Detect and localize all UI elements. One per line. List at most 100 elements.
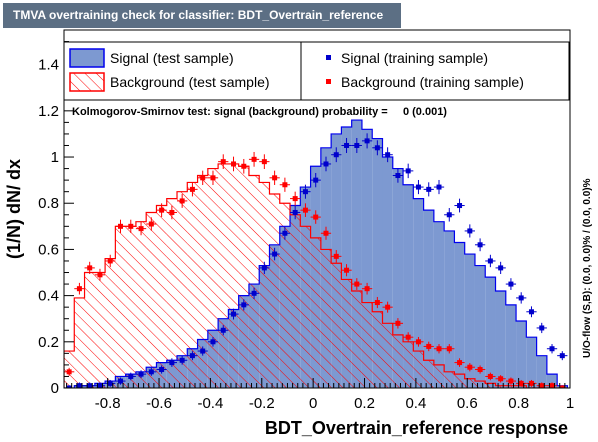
background-train-marker (135, 222, 147, 236)
background-test-bar (351, 290, 362, 388)
signal-train-marker (279, 226, 291, 240)
background-test-bar (135, 221, 147, 388)
background-train-marker (238, 158, 249, 174)
signal-test-bar (392, 168, 404, 388)
signal-train-marker (485, 254, 496, 268)
background-test-bar (248, 175, 260, 388)
signal-train-marker (372, 140, 383, 156)
y-tick-label: 0.6 (38, 241, 59, 258)
background-test-bar (218, 163, 229, 388)
background-test-bar (516, 385, 527, 388)
signal-test-bar (526, 337, 537, 388)
background-test-bar (115, 226, 126, 388)
background-test-bar (382, 323, 393, 388)
signal-test-bar (444, 230, 455, 388)
background-train-marker (207, 170, 219, 185)
signal-test-bar (546, 374, 558, 388)
signal-train-marker (135, 370, 147, 379)
signal-test-bar (372, 138, 383, 388)
signal-train-marker (300, 184, 311, 199)
signal-train-marker (166, 358, 178, 367)
background-test-bar (403, 341, 414, 388)
background-train-marker (331, 250, 342, 263)
legend-marker-background-train (326, 79, 331, 84)
signal-test-bar (413, 198, 424, 388)
background-test-bar (197, 175, 208, 388)
background-train-marker (403, 332, 414, 343)
background-test-bar (156, 205, 167, 388)
signal-test-bar (485, 277, 496, 388)
background-train-marker (94, 268, 106, 281)
background-train-marker (382, 301, 393, 313)
background-test-bar (413, 351, 424, 388)
signal-train-marker (474, 238, 486, 252)
x-axis-label: BDT_Overtrain_reference response (265, 418, 568, 438)
background-train-marker (279, 177, 291, 192)
signal-train-marker (197, 346, 208, 356)
signal-test-bar (464, 254, 475, 388)
legend-box-right (300, 41, 570, 101)
background-test-bar (464, 378, 475, 388)
signal-train-marker (156, 365, 167, 374)
plot-title: TMVA overtraining check for classifier: … (3, 3, 401, 28)
background-train-marker (423, 341, 434, 352)
background-train-marker (115, 219, 126, 233)
background-test-bar (290, 214, 301, 388)
background-train-marker (546, 382, 558, 388)
signal-train-marker (536, 322, 547, 334)
signal-test-bar (351, 120, 362, 388)
background-test-bar (269, 193, 280, 388)
background-train-marker (464, 363, 475, 372)
background-train-marker (516, 379, 527, 387)
x-tick-label: -0.6 (146, 395, 172, 412)
background-test-bar (495, 385, 506, 388)
background-train-marker (74, 282, 85, 295)
signal-train-marker (557, 351, 568, 361)
background-train-marker (248, 151, 260, 167)
background-test-bar (331, 263, 342, 388)
signal-train-marker (320, 156, 332, 172)
signal-train-marker (269, 247, 280, 261)
signal-train-marker (84, 382, 95, 388)
background-train-marker (259, 154, 270, 169)
background-train-marker (310, 210, 321, 224)
overflow-text: U/O-flow (S,B): (0.0, 0.0)% / (0.0, 0.0)… (582, 178, 593, 358)
background-train-marker (228, 156, 239, 172)
background-train-marker (166, 205, 178, 220)
background-train-marker (197, 170, 208, 185)
signal-test-bar (474, 265, 486, 388)
background-test-bar (166, 198, 178, 388)
x-tick-label: 0 (309, 395, 317, 412)
signal-test-bar (454, 242, 465, 388)
signal-train-marker (207, 336, 219, 347)
background-train-marker (64, 367, 75, 376)
signal-test-bar (433, 221, 445, 388)
background-train-marker (474, 365, 486, 374)
background-test-outline (64, 163, 568, 388)
background-train-marker (485, 372, 496, 381)
background-train-marker (300, 203, 311, 217)
background-test-bar (238, 166, 249, 388)
legend-label-signal-test: Signal (test sample) (110, 50, 234, 66)
signal-train-marker (351, 137, 362, 153)
signal-test-outline (64, 119, 569, 388)
background-train-marker (105, 254, 116, 268)
background-test-bar (300, 226, 311, 388)
signal-train-marker (392, 168, 404, 183)
y-tick-label: 0.8 (38, 195, 59, 212)
background-test-bar (474, 381, 486, 388)
background-train-marker (177, 193, 188, 208)
signal-train-marker (94, 382, 106, 388)
background-train-marker (392, 318, 404, 329)
x-tick-label: 0.2 (354, 395, 375, 412)
x-tick-label: 0.8 (508, 395, 529, 412)
signal-train-marker (505, 278, 517, 290)
signal-train-marker (413, 179, 424, 195)
signal-train-marker (105, 379, 116, 387)
y-tick-label: 0 (51, 380, 59, 397)
background-train-marker (146, 217, 157, 231)
signal-train-marker (444, 208, 455, 222)
background-test-bar (454, 374, 465, 388)
signal-train-marker (125, 372, 136, 381)
